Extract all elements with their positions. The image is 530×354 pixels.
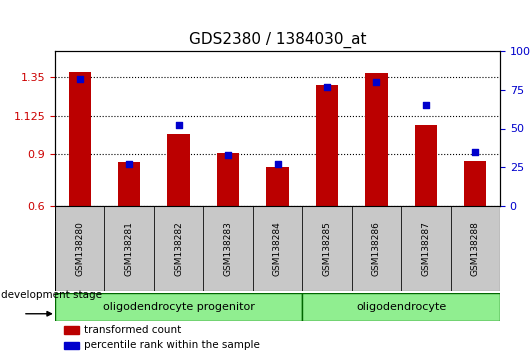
Text: oligodendrocyte progenitor: oligodendrocyte progenitor [103, 302, 254, 312]
Point [125, 161, 134, 167]
Text: GSM138287: GSM138287 [421, 221, 430, 276]
Text: oligodendrocyte: oligodendrocyte [356, 302, 446, 312]
Bar [302, 293, 500, 321]
Point [273, 161, 282, 167]
Bar [167, 134, 190, 206]
Text: GSM138285: GSM138285 [322, 221, 331, 276]
Bar [104, 206, 154, 291]
Bar [64, 342, 80, 349]
Bar [55, 293, 302, 321]
Bar [204, 206, 253, 291]
Text: GSM138282: GSM138282 [174, 221, 183, 276]
Bar [414, 125, 437, 206]
Text: GSM138280: GSM138280 [75, 221, 84, 276]
Bar [154, 206, 204, 291]
Text: development stage: development stage [1, 290, 102, 299]
Bar [267, 167, 289, 206]
Bar [365, 73, 387, 206]
Point [224, 152, 232, 158]
Text: percentile rank within the sample: percentile rank within the sample [84, 341, 260, 350]
Point [174, 122, 183, 128]
Point [323, 84, 331, 90]
Text: GSM138288: GSM138288 [471, 221, 480, 276]
Text: GSM138281: GSM138281 [125, 221, 134, 276]
Point [421, 102, 430, 108]
Bar [253, 206, 302, 291]
Bar [352, 206, 401, 291]
Bar [316, 85, 338, 206]
Bar [64, 326, 80, 334]
Bar [68, 72, 91, 206]
Bar [302, 206, 352, 291]
Text: GSM138283: GSM138283 [224, 221, 233, 276]
Bar [401, 206, 450, 291]
Point [471, 149, 480, 155]
Bar [55, 206, 104, 291]
Text: GSM138286: GSM138286 [372, 221, 381, 276]
Bar [450, 206, 500, 291]
Point [372, 79, 381, 85]
Bar [118, 162, 140, 206]
Bar [217, 154, 239, 206]
Bar [464, 161, 487, 206]
Text: GSM138284: GSM138284 [273, 221, 282, 276]
Text: transformed count: transformed count [84, 325, 181, 335]
Point [75, 76, 84, 82]
Title: GDS2380 / 1384030_at: GDS2380 / 1384030_at [189, 32, 366, 48]
